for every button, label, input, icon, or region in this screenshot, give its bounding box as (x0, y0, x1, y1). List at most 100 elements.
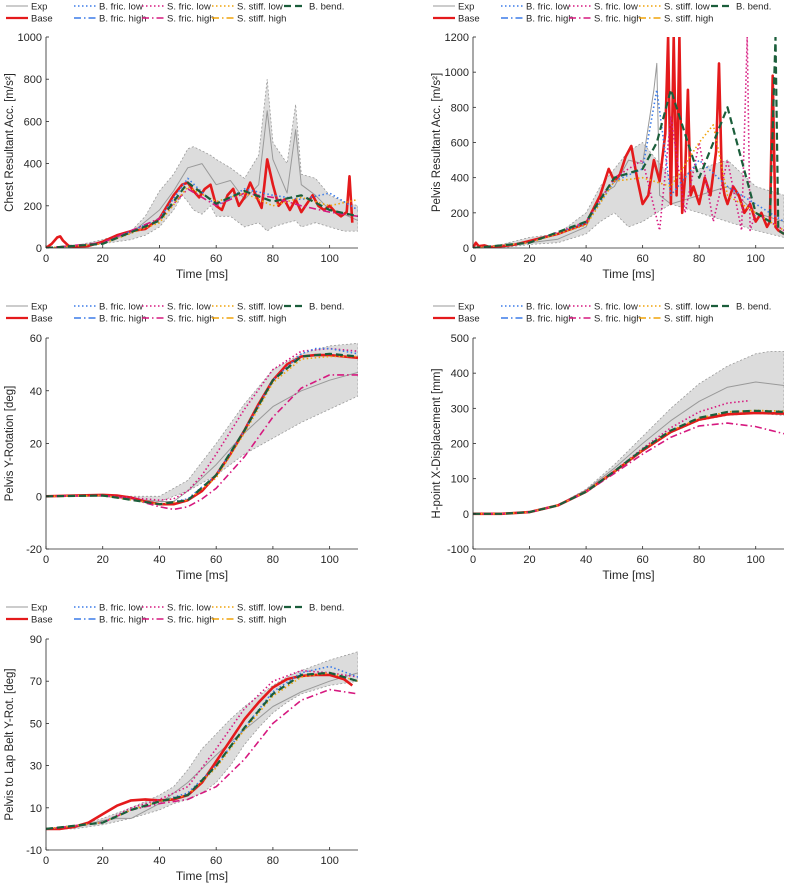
x-tick-label: 100 (320, 253, 338, 265)
x-tick-label: 0 (43, 855, 49, 867)
y-tick-label: 500 (451, 333, 469, 345)
legend: Exp B. fric. low S. fric. low S. stiff. low… (433, 2, 771, 25)
series-line-base (46, 673, 354, 831)
y-tick-label: 40 (30, 386, 42, 398)
legend-label-sfl: S. fric. low (594, 2, 638, 13)
y-axis-label: Pelvis to Lap Belt Y-Rot. [deg] (4, 668, 16, 820)
legend-label-bfh: B. fric. high (99, 615, 147, 626)
y-tick-label: 600 (24, 116, 42, 128)
legend-label-bb: B. bend. (309, 302, 344, 313)
legend-label-exp: Exp (31, 603, 47, 614)
legend-label-exp: Exp (458, 302, 474, 313)
legend-label-exp: Exp (31, 2, 47, 13)
series-line-sfl (473, 37, 784, 248)
x-tick-label: 100 (747, 253, 765, 265)
corridor-band (473, 141, 784, 248)
x-axis-label: Time [ms] (176, 267, 228, 281)
x-tick-label: 40 (153, 554, 165, 566)
legend: Exp B. fric. low S. fric. low S. stiff. low… (6, 2, 344, 25)
x-axis-label: Time [ms] (602, 568, 654, 582)
x-tick-label: 80 (267, 855, 279, 867)
series-line-sfl (46, 669, 358, 830)
legend-label-bfh: B. fric. high (99, 14, 147, 25)
x-tick-label: 60 (210, 253, 222, 265)
series-line-sfh (46, 374, 358, 511)
legend-label-ssh: S. stiff. high (237, 615, 286, 626)
legend-label-ssl: S. stiff. low (237, 2, 283, 13)
legend-label-ssl: S. stiff. low (664, 302, 710, 313)
legend-label-ssh: S. stiff. high (664, 314, 713, 325)
y-tick-label: 800 (24, 74, 42, 86)
y-tick-label: 400 (451, 173, 469, 185)
legend-label-bfl: B. fric. low (99, 2, 143, 13)
x-tick-label: 40 (153, 253, 165, 265)
y-tick-label: 0 (463, 509, 469, 521)
legend-label-ssh: S. stiff. high (237, 14, 286, 25)
series-line-exp (46, 672, 358, 830)
legend-label-ssl: S. stiff. low (237, 603, 283, 614)
series-line-bb (46, 352, 358, 506)
y-tick-label: 200 (451, 439, 469, 451)
series-line-base (46, 158, 354, 248)
x-tick-label: 0 (43, 253, 49, 265)
legend-label-sfl: S. fric. low (167, 302, 211, 313)
x-axis-label: Time [ms] (176, 568, 228, 582)
legend-label-bfh: B. fric. high (99, 314, 147, 325)
legend-label-exp: Exp (31, 302, 47, 313)
legend-label-base: Base (31, 314, 53, 325)
x-tick-label: 20 (97, 554, 109, 566)
x-tick-label: 40 (153, 855, 165, 867)
y-axis-label: Pelvis Resultant Acc. [m/s²] (431, 73, 443, 212)
legend-label-sfh: S. fric. high (167, 14, 215, 25)
legend-label-bfl: B. fric. low (526, 302, 570, 313)
y-tick-label: 200 (451, 208, 469, 220)
series-line-sfh (46, 188, 358, 248)
series-line-ssl (46, 355, 358, 505)
x-axis-label: Time [ms] (176, 869, 228, 883)
legend-label-bfl: B. fric. low (526, 2, 570, 13)
y-axis-label: Chest Resultant Acc. [m/s²] (4, 73, 16, 212)
x-tick-label: 40 (580, 554, 592, 566)
x-tick-label: 100 (747, 554, 765, 566)
y-tick-label: 30 (30, 761, 42, 773)
legend: Exp B. fric. low S. fric. low S. stiff. low… (6, 302, 344, 325)
x-tick-label: 20 (97, 253, 109, 265)
y-axis-label: Pelvis Y-Rotation [deg] (4, 386, 16, 502)
legend-label-bfl: B. fric. low (99, 302, 143, 313)
legend-label-bfh: B. fric. high (526, 14, 574, 25)
series-line-bb (473, 409, 784, 515)
y-tick-label: -10 (26, 845, 42, 857)
x-tick-label: 60 (637, 554, 649, 566)
legend-label-sfl: S. fric. low (167, 603, 211, 614)
series-line-sfl (46, 347, 358, 501)
series-line-ssl (473, 124, 784, 248)
series-line-base (473, 37, 784, 248)
y-tick-label: 50 (30, 718, 42, 730)
legend-label-bb: B. bend. (309, 603, 344, 614)
x-tick-label: 20 (97, 855, 109, 867)
legend-label-ssl: S. stiff. low (664, 2, 710, 13)
legend-label-bb: B. bend. (736, 2, 771, 13)
x-tick-label: 20 (523, 554, 535, 566)
legend-label-bb: B. bend. (736, 302, 771, 313)
series-line-bfl (473, 89, 784, 248)
legend-label-base: Base (458, 14, 480, 25)
legend-label-base: Base (31, 14, 53, 25)
x-tick-label: 40 (580, 253, 592, 265)
legend-label-base: Base (458, 314, 480, 325)
y-tick-label: 400 (24, 159, 42, 171)
x-tick-label: 0 (470, 253, 476, 265)
y-tick-label: 60 (30, 333, 42, 345)
y-tick-label: 0 (36, 491, 42, 503)
x-tick-label: 100 (320, 554, 338, 566)
legend-label-sfl: S. fric. low (167, 2, 211, 13)
legend-label-sfh: S. fric. high (167, 615, 215, 626)
series-line-bfl (46, 177, 358, 248)
y-tick-label: 100 (451, 474, 469, 486)
legend-label-bfl: B. fric. low (99, 603, 143, 614)
y-tick-label: 1000 (445, 67, 469, 79)
legend-label-exp: Exp (458, 2, 474, 13)
y-tick-label: 400 (451, 368, 469, 380)
